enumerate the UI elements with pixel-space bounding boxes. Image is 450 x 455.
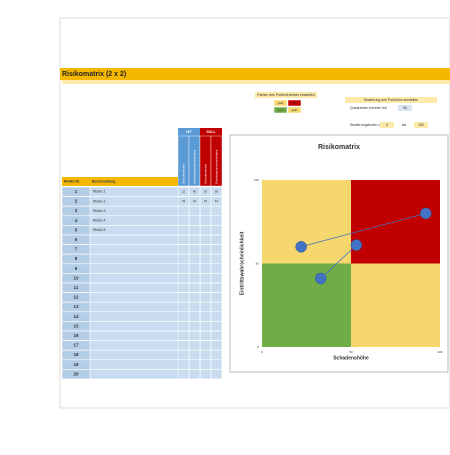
row-nr: 16 — [73, 333, 79, 338]
soll-label: SOLL — [206, 130, 216, 134]
row-nr: 10 — [73, 275, 79, 280]
row-desc: Risiko 2 — [93, 199, 106, 203]
ist-header — [178, 128, 200, 136]
split-value: 50 — [403, 106, 407, 110]
quadrant — [351, 263, 440, 347]
row-nr: 15 — [73, 323, 79, 328]
split-label: Quadranten trennen bei — [350, 106, 387, 110]
value-cell — [210, 369, 223, 380]
cell-value: 53 — [204, 199, 208, 203]
color-cell — [273, 106, 288, 114]
input-cell — [414, 122, 428, 128]
row-nr: 19 — [73, 362, 79, 367]
color-label: grün — [277, 108, 283, 112]
quadrant — [262, 180, 351, 264]
row-nr: 6 — [75, 237, 78, 242]
row-nr: 12 — [73, 295, 79, 300]
row-desc: Risiko 3 — [93, 209, 106, 213]
row-nr: 17 — [73, 343, 79, 348]
header-desc: Beschreibung — [92, 179, 115, 183]
row-nr: 13 — [73, 304, 79, 309]
range-from: 0 — [386, 123, 388, 127]
risk-point — [314, 272, 327, 285]
row-nr: 9 — [75, 266, 78, 271]
panel-header — [255, 92, 317, 98]
x-tick-label: 50 — [349, 350, 353, 354]
row-nr: 5 — [75, 227, 78, 232]
connector — [301, 213, 426, 248]
range-label: Skalierungsbreite von — [350, 123, 384, 127]
soll-header — [200, 128, 222, 136]
range-to: 100 — [418, 123, 424, 127]
input-cell — [380, 122, 394, 128]
row-desc: Risiko 5 — [93, 228, 106, 232]
header-row — [62, 177, 178, 186]
y-tick-label: 100 — [254, 178, 259, 182]
cell-value: 33 — [182, 199, 186, 203]
ist-label: IST — [186, 130, 192, 134]
sub-header-label: Eintrittswahrscheinlichkeit — [192, 149, 196, 184]
row-nr: 2 — [75, 199, 78, 204]
row-nr: 1 — [75, 189, 78, 194]
cell-value: 61 — [215, 199, 219, 203]
sub-header-label: Eintrittswahrscheinlichkeit — [214, 149, 218, 184]
color-cell — [287, 106, 302, 114]
sub-header-label: Schadenshöhe — [181, 164, 185, 184]
cell-value: 80 — [215, 190, 219, 194]
risk-point — [295, 241, 307, 253]
x-tick-label: 100 — [437, 350, 442, 354]
row-nr: 8 — [75, 256, 78, 261]
sub-header-label: Schadenshöhe — [203, 164, 207, 184]
color-label: rot — [293, 101, 297, 105]
chart-title: Risikomatrix — [318, 144, 360, 151]
sheet-title: Risikomatrix (2 x 2) — [62, 71, 126, 78]
sub-header — [210, 135, 223, 187]
row-desc: Risiko 4 — [93, 219, 106, 223]
row-nr: 3 — [75, 208, 78, 213]
row-nr: 4 — [75, 218, 78, 223]
panel-header — [345, 97, 437, 103]
color-cell — [287, 99, 302, 107]
x-tick-label: 0 — [261, 350, 263, 354]
cell-value: 92 — [204, 190, 208, 194]
y-tick-label: 0 — [257, 345, 259, 349]
row-nr: 18 — [73, 352, 79, 357]
title-underline — [62, 80, 450, 84]
y-tick-label: 50 — [256, 261, 260, 265]
color-cell — [273, 99, 288, 107]
quadrant — [262, 263, 351, 347]
x-axis-label: Schadenshöhe — [333, 355, 369, 361]
y-axis-label: Eintrittswahrscheinlichkeit — [239, 231, 245, 295]
panel-title: Skalierung des Portfolios einstellen — [364, 98, 419, 102]
cell-value: 41 — [193, 199, 197, 203]
cell-value: 60 — [193, 190, 197, 194]
range-to-label: bis — [402, 123, 407, 127]
input-cell — [398, 105, 412, 111]
nr-cell — [61, 369, 91, 380]
color-label: gelb — [292, 108, 298, 112]
title-bar — [60, 68, 450, 80]
connector — [320, 244, 357, 279]
header-nr: Risiko Nr. — [64, 179, 80, 183]
row-nr: 20 — [73, 371, 79, 376]
risk-point — [420, 207, 432, 220]
risk-point — [350, 239, 363, 251]
color-label: gelb — [278, 101, 284, 105]
cell-value: 22 — [182, 190, 186, 194]
row-desc: Risiko 1 — [93, 190, 106, 194]
row-nr: 14 — [73, 314, 79, 319]
row-nr: 7 — [75, 247, 78, 252]
panel-title: Farben des Portfolienetzes einstellen — [257, 93, 315, 97]
row-nr: 11 — [74, 285, 79, 290]
